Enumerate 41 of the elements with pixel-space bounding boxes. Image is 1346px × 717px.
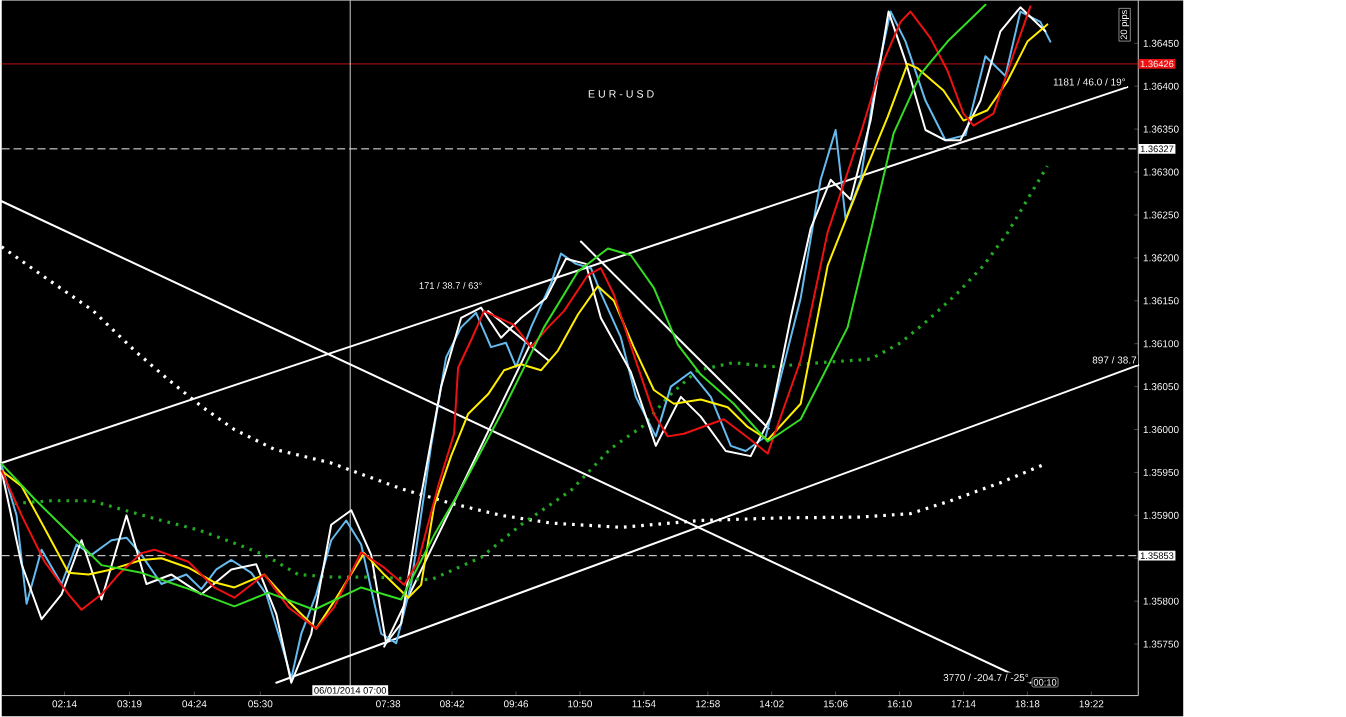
y-tick-label: 1.36150 [1143, 297, 1179, 305]
x-tick-label: 04:24 [182, 700, 207, 708]
x-tick-label: 19:22 [1079, 700, 1104, 708]
y-tick-label: 1.36200 [1143, 254, 1179, 262]
y-tick-label: 1.35900 [1143, 512, 1179, 520]
x-tick-label: 14:02 [759, 700, 784, 708]
y-tick-label: 1.35950 [1143, 469, 1179, 477]
annotation: 3770 / -204.7 / -25° [943, 673, 1029, 682]
x-tick-label: 02:14 [52, 700, 77, 708]
annotation: 897 / 38.7 [1092, 356, 1137, 364]
annotation: 1181 / 46.0 / 19° [1053, 78, 1126, 86]
y-tick-label: 1.36300 [1143, 168, 1179, 176]
x-tick-label: 03:19 [117, 700, 142, 708]
y-tick-label: 1.36050 [1143, 383, 1179, 391]
y-tick-label: 1.36350 [1143, 125, 1179, 133]
ref-line-label: 06/01/2014 07:00 [314, 687, 387, 694]
x-tick-label: 07:38 [376, 700, 401, 708]
ref-line-label: 1.36327 [1140, 145, 1174, 153]
x-tick-label: 15:06 [823, 700, 848, 708]
x-tick-label: 12:58 [696, 700, 720, 708]
x-tick-label: 11:54 [632, 700, 656, 708]
annotation: 171 / 38.7 / 63° [419, 282, 482, 290]
annotation: 20 pips [1120, 10, 1129, 40]
y-tick-label: 1.35800 [1143, 597, 1179, 605]
y-tick-label: 1.36100 [1143, 340, 1179, 348]
annotation: 00:10 [1033, 679, 1057, 686]
text: E U R - U S D [588, 90, 654, 98]
x-tick-label: 09:46 [503, 700, 529, 708]
x-tick-label: 18:18 [1015, 700, 1040, 708]
y-tick-label: 1.36400 [1143, 82, 1179, 90]
x-tick-label: 05:30 [248, 700, 273, 708]
ref-line-label: 1.36426 [1140, 60, 1174, 68]
y-tick-label: 1.36250 [1143, 211, 1179, 219]
x-tick-label: 17:14 [951, 700, 976, 708]
x-tick-label: 16:10 [887, 700, 912, 708]
ref-line-label: 1.35853 [1140, 552, 1174, 560]
y-tick-label: 1.36000 [1143, 426, 1179, 434]
y-tick-label: 1.36450 [1143, 39, 1179, 48]
y-tick-label: 1.35750 [1143, 640, 1179, 648]
x-tick-label: 10:50 [568, 700, 593, 708]
x-tick-label: 08:42 [439, 700, 465, 708]
